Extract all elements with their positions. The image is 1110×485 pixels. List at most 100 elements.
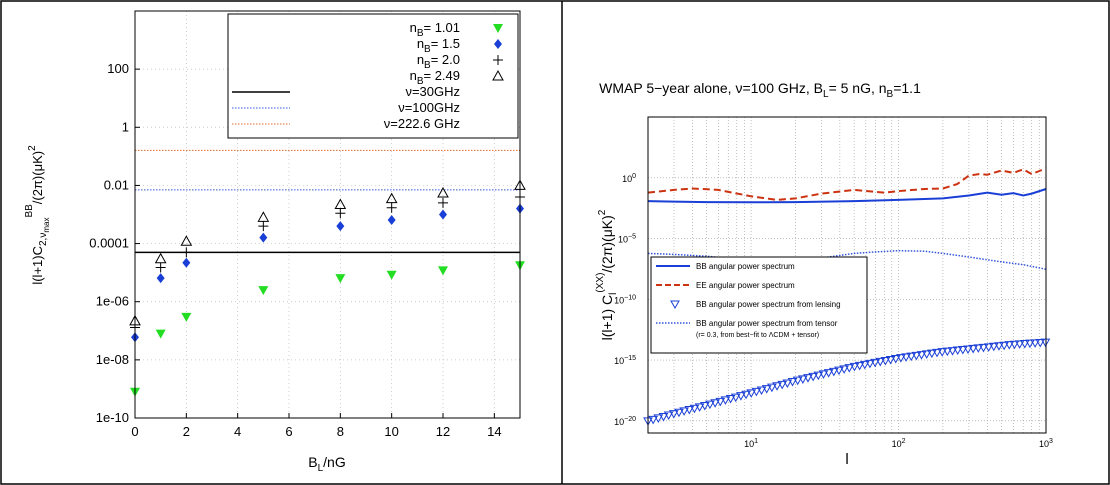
right-lensing-marker bbox=[921, 350, 932, 359]
right-lensing-marker bbox=[679, 407, 689, 416]
left-y-tick-label: 1 bbox=[122, 119, 129, 134]
left-x-tick-label: 12 bbox=[436, 424, 450, 439]
left-data-point bbox=[386, 270, 397, 280]
left-data-point bbox=[182, 257, 191, 268]
left-legend-label: nB= 2.0 bbox=[417, 52, 460, 71]
right-lensing-marker bbox=[916, 351, 927, 360]
right-lensing-marker bbox=[803, 374, 813, 383]
right-lensing-marker bbox=[761, 385, 772, 394]
left-data-point bbox=[155, 329, 166, 339]
left-data-point bbox=[180, 235, 193, 246]
right-y-tick-label: 10−5 bbox=[618, 234, 636, 245]
right-lensing-marker bbox=[792, 376, 803, 386]
left-data-point bbox=[258, 221, 269, 232]
right-lensing-marker bbox=[927, 349, 937, 359]
right-lensing-marker bbox=[942, 347, 953, 357]
right-lensing-marker bbox=[828, 367, 839, 377]
left-legend-label: nB= 2.49 bbox=[410, 68, 460, 87]
right-lensing-marker bbox=[808, 372, 819, 382]
right-lensing-marker bbox=[710, 399, 720, 408]
left-data-point bbox=[335, 274, 346, 284]
right-legend: BB angular power spectrum EE angular powe… bbox=[650, 256, 868, 354]
right-y-tick-label: 10−15 bbox=[614, 355, 636, 366]
right-lensing-marker bbox=[684, 406, 695, 415]
left-data-point bbox=[437, 186, 449, 198]
left-legend-box bbox=[227, 13, 519, 139]
right-lensing-marker bbox=[725, 394, 736, 404]
right-lensing-marker bbox=[1004, 341, 1015, 350]
right-lensing-marker bbox=[1009, 340, 1020, 350]
left-x-tick-label: 8 bbox=[337, 424, 344, 439]
right-lensing-marker bbox=[849, 362, 860, 372]
right-lensing-marker bbox=[818, 370, 829, 379]
right-lensing-marker bbox=[865, 359, 875, 369]
left-data-point bbox=[155, 262, 166, 273]
right-lensing-marker bbox=[1040, 338, 1051, 348]
right-lensing-marker bbox=[880, 356, 891, 366]
left-data-point bbox=[156, 273, 165, 284]
right-lensing-marker bbox=[890, 354, 901, 364]
left-data-point bbox=[258, 286, 269, 296]
left-x-tick-label: 10 bbox=[384, 424, 398, 439]
left-legend-label: ν=100GHz bbox=[398, 100, 460, 115]
left-x-tick-label: 0 bbox=[131, 424, 138, 439]
right-chart-title: WMAP 5−year alone, ν=100 GHz, BL= 5 nG, … bbox=[599, 80, 921, 100]
right-lensing-marker bbox=[906, 352, 917, 362]
right-lensing-marker bbox=[911, 351, 922, 361]
left-data-point bbox=[334, 198, 347, 210]
left-legend-label: nB= 1.01 bbox=[410, 20, 460, 39]
right-lensing-marker bbox=[705, 400, 715, 410]
left-x-tick-label: 2 bbox=[183, 424, 190, 439]
right-lensing-marker bbox=[782, 379, 793, 388]
left-data-point bbox=[154, 252, 167, 264]
left-y-tick-label: 100 bbox=[107, 61, 129, 76]
right-lensing-marker bbox=[653, 414, 664, 423]
right-lensing-marker bbox=[968, 344, 979, 354]
right-y-axis-label: l(l+1) Cl(XX)/(2π)(μK)2 bbox=[595, 209, 619, 340]
right-y-tick-label: 10−10 bbox=[614, 294, 636, 305]
right-lensing-marker bbox=[973, 344, 984, 353]
right-lensing-marker bbox=[896, 354, 906, 363]
left-legend-marker bbox=[493, 55, 503, 65]
right-lensing-marker bbox=[947, 347, 958, 356]
left-data-point bbox=[336, 221, 345, 232]
left-chart: 0 2 4 6 8 10 12 14 1e-10 1e-08 1e-06 0.0001 0.01 1 100… bbox=[24, 10, 526, 474]
left-y-tick-label: 0.01 bbox=[104, 177, 129, 192]
right-lensing-marker bbox=[715, 397, 726, 407]
left-data-point bbox=[385, 192, 398, 204]
right-legend-label: BB angular power spectrum from lensing bbox=[696, 300, 841, 309]
right-lensing-marker bbox=[797, 375, 808, 384]
right-x-tick-label: 101 bbox=[744, 438, 758, 449]
left-x-tick-label: 4 bbox=[234, 424, 241, 439]
right-lensing-marker bbox=[720, 396, 731, 405]
left-data-point bbox=[439, 209, 447, 220]
right-lensing-marker bbox=[952, 346, 963, 356]
left-x-axis-label: BL/nG bbox=[308, 454, 345, 474]
right-lensing-marker bbox=[988, 342, 999, 352]
right-plot-frame bbox=[647, 116, 1047, 434]
right-lensing-marker bbox=[870, 358, 880, 368]
right-lensing-marker bbox=[756, 386, 767, 396]
right-lensing-marker bbox=[787, 378, 798, 387]
left-markers bbox=[129, 179, 526, 397]
right-lensing-marker bbox=[694, 403, 705, 412]
left-x-tick-label: 6 bbox=[285, 424, 292, 439]
right-lensing-marker bbox=[1030, 339, 1040, 348]
left-data-point bbox=[259, 232, 268, 243]
left-y-tick-label: 1e-10 bbox=[96, 410, 129, 425]
right-lensing-marker bbox=[658, 412, 669, 422]
left-legend-label: ν=30GHz bbox=[405, 84, 460, 99]
left-data-point bbox=[387, 214, 396, 225]
right-lensing-marker bbox=[736, 392, 746, 401]
left-data-point bbox=[181, 312, 192, 322]
right-lensing-marker bbox=[978, 343, 989, 353]
right-x-axis-label: l bbox=[845, 451, 848, 468]
right-legend-box bbox=[650, 256, 868, 354]
right-lensing-marker bbox=[648, 415, 659, 425]
right-lensing-marker bbox=[932, 348, 942, 358]
right-lensing-marker bbox=[937, 348, 948, 357]
right-lensing-marker bbox=[751, 387, 762, 397]
